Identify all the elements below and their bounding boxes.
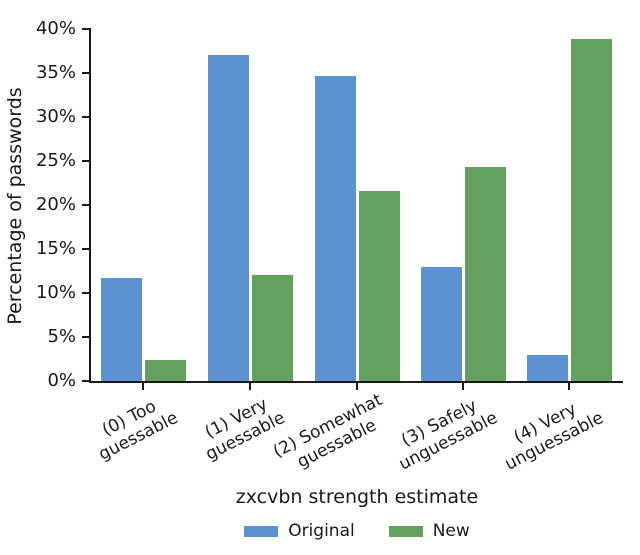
y-tick-mark xyxy=(82,28,89,30)
bar-original-1 xyxy=(208,55,249,381)
y-tick-label: 15% xyxy=(35,238,76,259)
bar-original-0 xyxy=(101,278,142,381)
x-tick-mark xyxy=(462,383,464,390)
x-tick-mark xyxy=(568,383,570,390)
y-tick-mark xyxy=(82,292,89,294)
y-tick-mark xyxy=(82,248,89,250)
bar-new-2 xyxy=(359,191,400,381)
y-tick-label: 40% xyxy=(35,18,76,39)
x-tick-label: (2) Somewhat guessable xyxy=(269,390,386,473)
bar-new-4 xyxy=(571,39,612,381)
legend-label-new: New xyxy=(432,521,470,541)
legend-swatch-new-icon xyxy=(388,525,423,537)
legend-item-original: Original xyxy=(244,521,355,541)
x-tick-mark xyxy=(142,383,144,390)
x-axis-spine xyxy=(89,381,623,383)
y-tick-mark xyxy=(82,204,89,206)
y-tick-label: 25% xyxy=(35,150,76,171)
y-tick-label: 10% xyxy=(35,282,76,303)
x-tick-label: (3) Safely unguessable xyxy=(396,395,502,475)
bar-new-3 xyxy=(465,167,506,381)
bar-original-2 xyxy=(315,76,356,381)
bar-new-1 xyxy=(252,275,293,381)
bar-original-3 xyxy=(421,267,462,381)
x-tick-label: (0) Too guessable xyxy=(95,396,182,465)
x-tick-mark xyxy=(249,383,251,390)
y-tick-label: 5% xyxy=(47,326,76,347)
bar-original-4 xyxy=(527,355,568,381)
y-tick-label: 30% xyxy=(35,106,76,127)
y-axis-spine xyxy=(89,28,91,383)
y-tick-mark xyxy=(82,336,89,338)
y-tick-mark xyxy=(82,116,89,118)
y-tick-label: 20% xyxy=(35,194,76,215)
y-tick-label: 35% xyxy=(35,62,76,83)
legend-swatch-original-icon xyxy=(244,525,279,537)
x-tick-mark xyxy=(356,383,358,390)
y-tick-label: 0% xyxy=(47,370,76,391)
x-axis-label: zxcvbn strength estimate xyxy=(235,486,479,508)
y-tick-mark xyxy=(82,160,89,162)
y-tick-mark xyxy=(82,380,89,382)
legend-label-original: Original xyxy=(288,521,355,541)
legend: Original New xyxy=(91,519,623,543)
x-tick-label: (4) Very unguessable xyxy=(502,399,608,475)
bar-new-0 xyxy=(145,360,186,381)
legend-item-new: New xyxy=(388,521,470,541)
y-tick-mark xyxy=(82,72,89,74)
